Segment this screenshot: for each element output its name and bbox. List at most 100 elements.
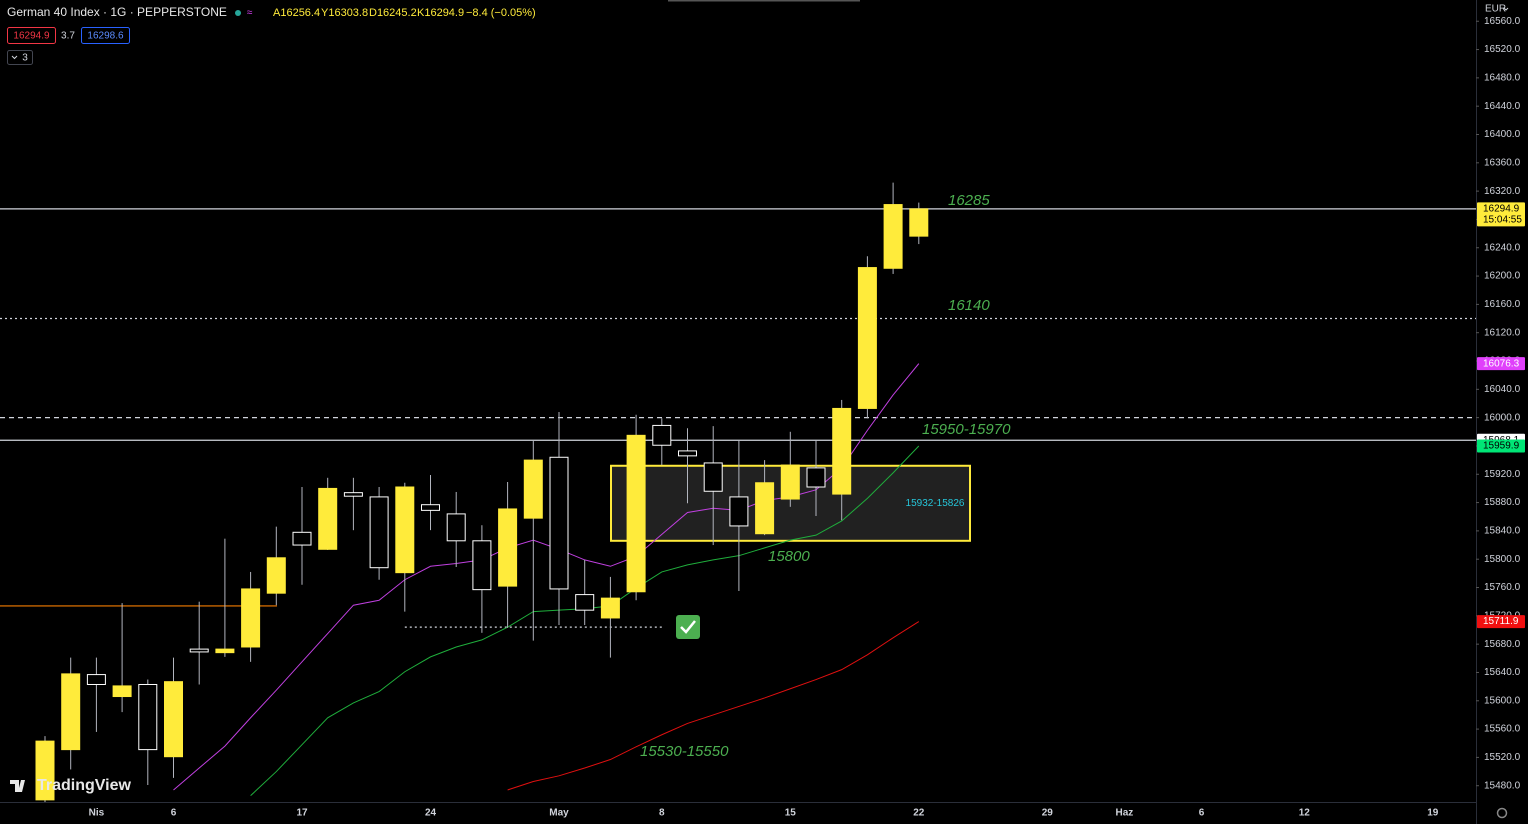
y-tick-label: 16000.0 bbox=[1484, 412, 1521, 423]
zone-label: 15932-15826 bbox=[906, 498, 965, 509]
candle-body bbox=[318, 487, 338, 550]
y-tick-label: 16520.0 bbox=[1484, 44, 1521, 55]
y-tick-label: 15600.0 bbox=[1484, 695, 1521, 706]
check-icon bbox=[676, 615, 700, 639]
x-tick-label: 6 bbox=[1199, 808, 1205, 819]
y-tick-label: 15680.0 bbox=[1484, 639, 1521, 650]
annotation: 15530-15550 bbox=[640, 743, 729, 760]
bid-box[interactable] bbox=[7, 27, 56, 44]
indicator-count[interactable]: 3 bbox=[22, 53, 28, 64]
candle-body bbox=[909, 208, 929, 237]
candle-body bbox=[472, 540, 492, 591]
change-label: −8.4 (−0.05%) bbox=[466, 7, 536, 19]
y-tick-label: 16560.0 bbox=[1484, 16, 1521, 27]
y-tick-label: 15480.0 bbox=[1484, 780, 1521, 791]
candle-body bbox=[780, 464, 800, 500]
y-tick-label: 15520.0 bbox=[1484, 752, 1521, 763]
high-label: Y16303.8 bbox=[321, 7, 368, 19]
candle-body bbox=[35, 740, 55, 801]
close-label: K16294.9 bbox=[417, 7, 464, 19]
x-tick-label: 6 bbox=[171, 808, 177, 819]
candle-body bbox=[138, 683, 158, 751]
y-tick-label: 15560.0 bbox=[1484, 724, 1521, 735]
candle-body bbox=[755, 482, 775, 535]
price-tag bbox=[1477, 357, 1525, 371]
spread: 3.7 bbox=[61, 31, 75, 42]
x-tick-label: 24 bbox=[425, 808, 437, 819]
indicator-toggle[interactable] bbox=[7, 50, 33, 65]
y-tick-label: 16240.0 bbox=[1484, 242, 1521, 253]
x-tick-label: 22 bbox=[913, 808, 925, 819]
y-tick-label: 15640.0 bbox=[1484, 667, 1521, 678]
logo-icon bbox=[10, 780, 25, 792]
plot-area: 15932-15826 16285 16140 15950-15970 15800 155… bbox=[0, 182, 1476, 802]
candle-body bbox=[652, 424, 672, 446]
price-tag bbox=[1477, 202, 1525, 227]
candle-body bbox=[164, 681, 183, 758]
x-tick-label: 17 bbox=[296, 808, 308, 819]
candle-body bbox=[189, 648, 209, 653]
overlay: German 40 Index · 1G · PEPPERSTONE ≈ A16… bbox=[7, 4, 1509, 819]
candle-body bbox=[832, 407, 852, 495]
candle-body bbox=[292, 531, 312, 546]
price-tag-label: 15711.9 bbox=[1483, 616, 1519, 627]
candle-body bbox=[575, 594, 595, 611]
price-tag bbox=[1477, 615, 1525, 629]
price-tag-label: 16076.3 bbox=[1483, 358, 1520, 369]
ask-box[interactable] bbox=[81, 27, 130, 44]
y-tick-label: 15920.0 bbox=[1484, 469, 1521, 480]
candle-body bbox=[678, 450, 697, 457]
candle-body bbox=[112, 685, 132, 698]
y-tick-label: 15880.0 bbox=[1484, 497, 1521, 508]
candle-body bbox=[266, 557, 286, 594]
candle-body bbox=[446, 513, 466, 542]
y-tick-label: 16440.0 bbox=[1484, 101, 1521, 112]
top-handle bbox=[668, 0, 860, 2]
y-tick-label: 15800.0 bbox=[1484, 554, 1521, 565]
y-tick-label: 16400.0 bbox=[1484, 129, 1521, 140]
y-tick-label: 16120.0 bbox=[1484, 327, 1521, 338]
price-tag-label: 16294.9 bbox=[1483, 204, 1520, 215]
status-dot bbox=[235, 10, 241, 16]
settings-icon[interactable] bbox=[1496, 807, 1508, 819]
candle-body bbox=[498, 508, 518, 587]
currency[interactable]: EUR bbox=[1485, 4, 1506, 15]
x-tick-label: 29 bbox=[1042, 808, 1054, 819]
candle-body bbox=[523, 459, 543, 519]
annotation: 15800 bbox=[768, 548, 810, 565]
candle-body bbox=[703, 462, 723, 492]
open-label: A16256.4 bbox=[273, 7, 320, 19]
annotation: 16285 bbox=[948, 192, 990, 209]
x-tick-label: 12 bbox=[1299, 808, 1311, 819]
moving-average bbox=[507, 621, 920, 791]
chevron bbox=[11, 55, 18, 60]
candle-body bbox=[215, 648, 235, 654]
candle-body bbox=[421, 504, 440, 511]
y-tick-label: 15840.0 bbox=[1484, 526, 1521, 537]
candle-body bbox=[600, 597, 620, 619]
ask-price[interactable]: 16298.6 bbox=[87, 31, 124, 42]
y-tick-label: 16480.0 bbox=[1484, 73, 1521, 84]
low-label: D16245.2 bbox=[369, 7, 417, 19]
candle-body bbox=[343, 492, 363, 497]
watermark: TradingView bbox=[37, 777, 132, 794]
candle-body bbox=[86, 674, 106, 685]
bid-price[interactable]: 16294.9 bbox=[13, 31, 50, 42]
x-tick-label: May bbox=[549, 808, 569, 819]
x-tick-label: 19 bbox=[1427, 808, 1439, 819]
countdown: 15:04:55 bbox=[1483, 215, 1522, 226]
y-tick-label: 16200.0 bbox=[1484, 271, 1521, 282]
x-tick-label: 8 bbox=[659, 808, 665, 819]
annotation: 15950-15970 bbox=[922, 421, 1011, 438]
candle-body bbox=[626, 434, 646, 593]
status-icon: ≈ bbox=[247, 8, 253, 19]
candle-body bbox=[241, 588, 261, 648]
candle-body bbox=[61, 673, 81, 751]
candle-body bbox=[857, 267, 877, 409]
check-mark bbox=[680, 620, 696, 634]
y-tick-label: 15760.0 bbox=[1484, 582, 1521, 593]
annotation: 16140 bbox=[948, 297, 990, 314]
x-tick-label: Nis bbox=[89, 808, 105, 819]
